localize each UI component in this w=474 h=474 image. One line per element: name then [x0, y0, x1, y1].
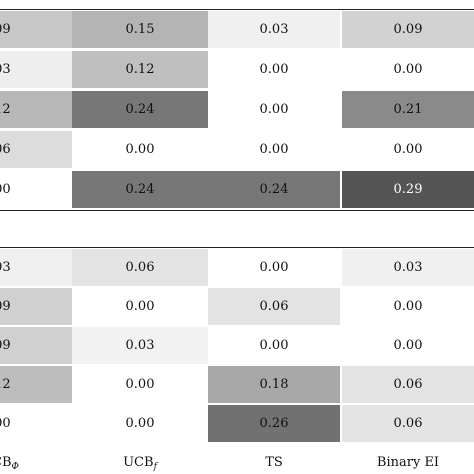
- table-cell: .06: [0, 131, 72, 168]
- table-cell: 0.00: [72, 131, 208, 168]
- table-cell: 0.24: [208, 171, 340, 208]
- table-cell: 0.03: [208, 11, 340, 48]
- table-row: .00 0.24 0.24 0.29: [0, 171, 474, 208]
- table-row: .09 0.03 0.00 0.00: [0, 327, 474, 364]
- table-cell: 0.03: [72, 327, 208, 364]
- table-cell: 0.00: [208, 131, 340, 168]
- table-cell: .03: [0, 249, 72, 286]
- table-row: .09 0.15 0.03 0.09: [0, 11, 474, 48]
- column-header-binary-ei: Binary EI: [342, 452, 474, 474]
- table-cell: 0.06: [342, 366, 474, 403]
- table-cell: 0.00: [208, 51, 340, 88]
- table-cell: .00: [0, 171, 72, 208]
- table-cell: .09: [0, 288, 72, 325]
- table-cell: .03: [0, 51, 72, 88]
- table-cell: 0.00: [342, 327, 474, 364]
- table-cell: 0.03: [342, 249, 474, 286]
- table-cell: .00: [0, 405, 72, 442]
- table-row: .09 0.00 0.06 0.00: [0, 288, 474, 325]
- table-row: .06 0.00 0.00 0.00: [0, 131, 474, 168]
- table-row: .12 0.24 0.00 0.21: [0, 91, 474, 128]
- column-header-ucb-f: UCBf: [72, 452, 208, 474]
- table-cell: 0.24: [72, 91, 208, 128]
- table-cell: .09: [0, 327, 72, 364]
- table-row: .03 0.06 0.00 0.03: [0, 249, 474, 286]
- table-cell: 0.21: [342, 91, 474, 128]
- table-cell: 0.06: [208, 288, 340, 325]
- table-cell: 0.18: [208, 366, 340, 403]
- column-header-label: UCB: [123, 455, 154, 470]
- table-cell: 0.15: [72, 11, 208, 48]
- top-rule: [0, 9, 474, 10]
- table-cell: 0.29: [342, 171, 474, 208]
- table-cell: .12: [0, 366, 72, 403]
- column-header-label: Binary EI: [376, 455, 440, 470]
- table-cell: 0.24: [72, 171, 208, 208]
- column-header-label: TS: [265, 455, 283, 470]
- table-cell: 0.00: [342, 288, 474, 325]
- table-cell: 0.00: [72, 366, 208, 403]
- table-cell: 0.09: [342, 11, 474, 48]
- table-cell: 0.00: [72, 405, 208, 442]
- table-cell: 0.06: [342, 405, 474, 442]
- table-cell: 0.00: [72, 288, 208, 325]
- column-header-subscript: f: [153, 462, 157, 472]
- top-rule: [0, 247, 474, 248]
- column-header-label: CB: [0, 455, 12, 470]
- table-cell: 0.26: [208, 405, 340, 442]
- column-header-row: CBΦ UCBf TS Binary EI: [0, 452, 474, 474]
- table-cell: 0.12: [72, 51, 208, 88]
- column-header-subscript: Φ: [11, 462, 19, 472]
- table-cell: .09: [0, 11, 72, 48]
- table-row: .03 0.12 0.00 0.00: [0, 51, 474, 88]
- table-cell: 0.00: [342, 51, 474, 88]
- table-cell: 0.00: [208, 91, 340, 128]
- column-header-ts: TS: [208, 452, 340, 474]
- table-cell: 0.00: [342, 131, 474, 168]
- column-header-cb-phi: CBΦ: [0, 452, 72, 474]
- table-row: .00 0.00 0.26 0.06: [0, 405, 474, 442]
- table-cell: 0.00: [208, 249, 340, 286]
- table-cell: .12: [0, 91, 72, 128]
- table-row: .12 0.00 0.18 0.06: [0, 366, 474, 403]
- table-cell: 0.00: [208, 327, 340, 364]
- bottom-rule: [0, 210, 474, 211]
- table-cell: 0.06: [72, 249, 208, 286]
